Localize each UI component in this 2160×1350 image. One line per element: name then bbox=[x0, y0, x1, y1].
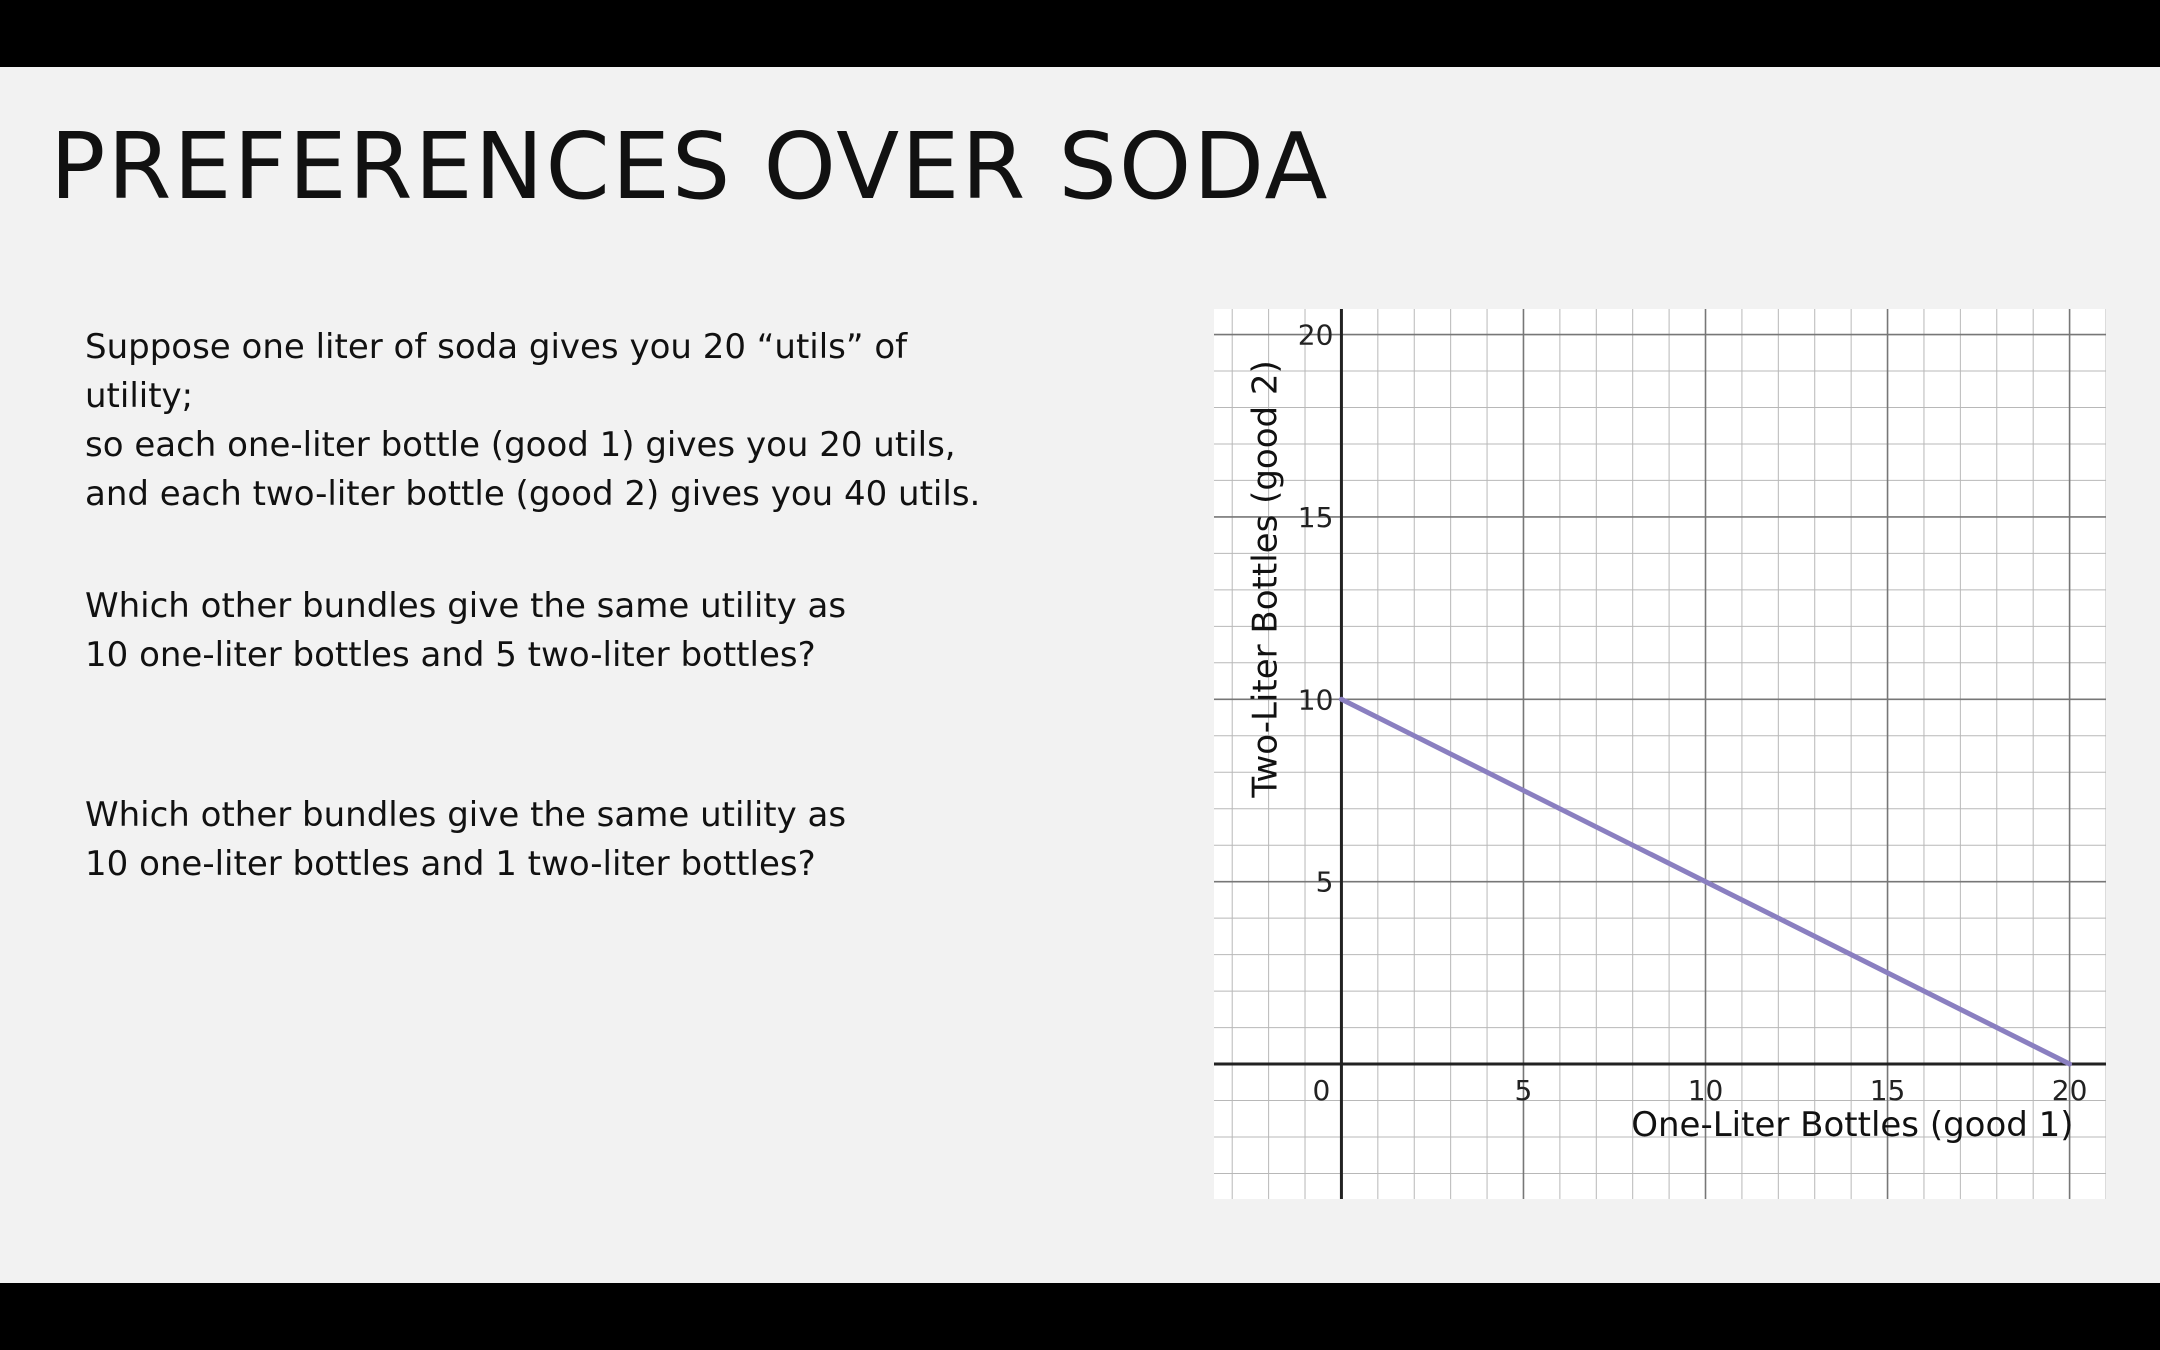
letterbox-bottom bbox=[0, 1283, 2160, 1350]
indifference-line bbox=[1338, 696, 2073, 1067]
y-axis-label: Two-Liter Bottles (good 2) bbox=[1245, 360, 1285, 798]
x-tick-label: 15 bbox=[1870, 1074, 1906, 1107]
x-tick-label: 20 bbox=[2052, 1074, 2088, 1107]
question-bundle-1: Which other bundles give the same utilit… bbox=[85, 586, 847, 675]
y-tick-label: 20 bbox=[1298, 319, 1334, 352]
y-tick-label: 15 bbox=[1298, 501, 1334, 534]
slide-title: PREFERENCES OVER SODA bbox=[50, 113, 1330, 220]
minor-gridlines bbox=[1214, 309, 2106, 1199]
series-layer bbox=[1338, 696, 2073, 1067]
plot-background bbox=[1214, 309, 2106, 1199]
indifference-chart: 0 5 10 15 20 5 10 15 20 One-Liter Bottles (good … bbox=[1214, 309, 2106, 1199]
x-tick-label: 5 bbox=[1515, 1074, 1533, 1107]
letterbox-top bbox=[0, 0, 2160, 67]
x-tick-label: 0 bbox=[1313, 1074, 1331, 1107]
y-tick-label: 5 bbox=[1316, 866, 1334, 899]
question-bundle-2: Which other bundles give the same utilit… bbox=[85, 795, 847, 884]
slide: PREFERENCES OVER SODA Suppose one liter … bbox=[0, 67, 2160, 1283]
y-tick-label: 10 bbox=[1298, 683, 1334, 716]
tick-labels: 0 5 10 15 20 5 10 15 20 bbox=[1298, 319, 2088, 1108]
utility-description: Suppose one liter of soda gives you 20 “… bbox=[85, 327, 981, 514]
major-gridlines bbox=[1214, 309, 2106, 1199]
x-axis-label: One-Liter Bottles (good 1) bbox=[1631, 1105, 2073, 1145]
axes bbox=[1214, 309, 2106, 1199]
x-tick-label: 10 bbox=[1688, 1074, 1724, 1107]
